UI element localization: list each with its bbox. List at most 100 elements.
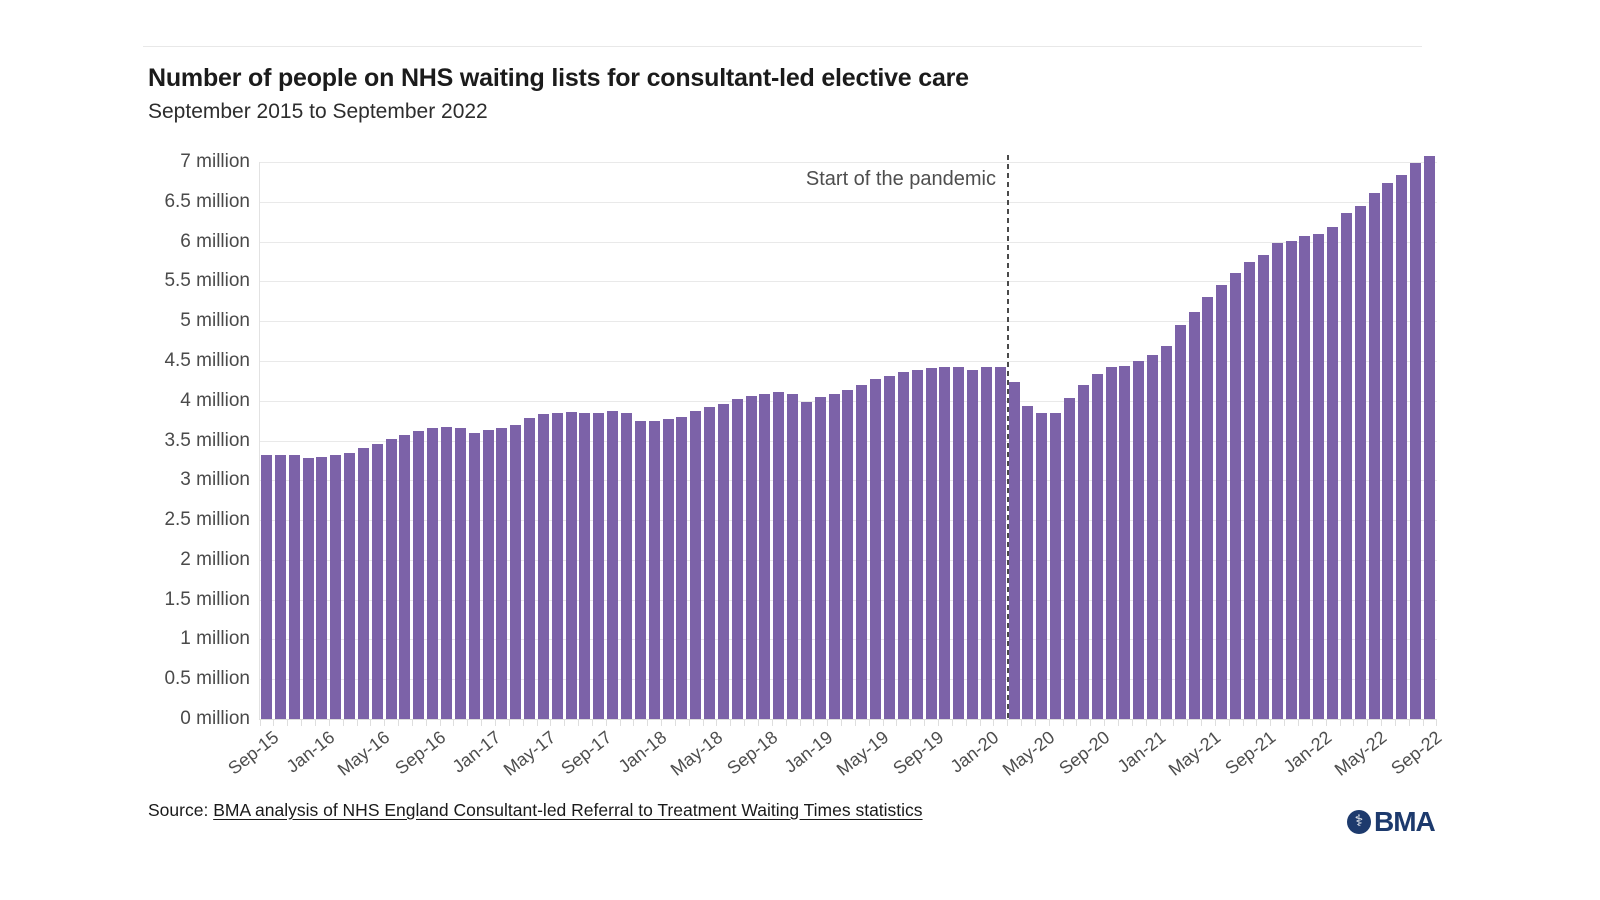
x-axis-tick-label: Jan-16: [282, 727, 339, 777]
bar-Jan-18: [648, 420, 660, 719]
bar-Jun-18: [717, 403, 729, 719]
x-axis-tick: [854, 719, 856, 726]
bar-Sep-15: [261, 454, 272, 719]
x-axis-tick: [1311, 719, 1313, 726]
x-axis-tick: [1173, 719, 1175, 726]
gridline: [259, 201, 1437, 203]
x-axis-tick: [259, 719, 261, 726]
bar-Jul-17: [565, 411, 577, 719]
bar-Jan-16: [316, 457, 328, 719]
x-axis-tick: [1228, 719, 1230, 726]
x-axis-tick: [564, 719, 566, 726]
x-axis-tick-label: May-17: [500, 727, 560, 780]
x-axis-tick: [1408, 719, 1410, 726]
bar-Nov-18: [787, 393, 799, 719]
gridline: [259, 162, 1437, 163]
source-prefix: Source:: [148, 800, 214, 820]
bar-Aug-17: [579, 412, 591, 719]
x-axis-tick-label: Sep-20: [1055, 727, 1114, 779]
bar-May-17: [537, 414, 549, 719]
x-axis-tick: [1090, 719, 1092, 726]
bar-Jan-20: [980, 367, 992, 719]
bar-Jul-22: [1396, 174, 1408, 719]
x-axis-tick-label: May-19: [832, 727, 892, 780]
x-axis-tick: [771, 719, 773, 726]
bar-Sep-21: [1257, 255, 1269, 719]
bar-Nov-19: [953, 367, 965, 719]
x-axis-tick: [1270, 719, 1272, 726]
x-axis-tick-label: Sep-19: [889, 727, 948, 779]
x-axis-tick: [1325, 719, 1327, 726]
bar-Sep-19: [925, 368, 937, 719]
x-axis-tick: [799, 719, 801, 726]
y-axis-tick-label: 7 million: [180, 151, 250, 172]
bar-Jun-19: [884, 376, 896, 719]
x-axis-tick: [979, 719, 981, 726]
x-axis-tick: [356, 719, 358, 726]
y-axis-tick-label: 4 million: [180, 389, 250, 411]
bar-Feb-21: [1160, 345, 1172, 719]
x-axis-tick: [370, 719, 372, 726]
bar-Aug-21: [1243, 262, 1255, 719]
source-link[interactable]: BMA analysis of NHS England Consultant-l…: [213, 800, 923, 820]
bar-Sep-18: [759, 394, 771, 719]
bar-Jun-21: [1216, 285, 1228, 719]
bar-Oct-20: [1105, 366, 1117, 719]
bar-Jun-17: [551, 412, 563, 719]
bar-Jun-22: [1382, 183, 1394, 719]
x-axis-tick: [716, 719, 718, 726]
x-axis-tick: [1021, 719, 1023, 726]
x-axis-tick: [633, 719, 635, 726]
bar-Mar-18: [676, 416, 688, 719]
x-axis-tick: [1242, 719, 1244, 726]
x-axis-tick: [1297, 719, 1299, 726]
bma-emblem-icon: ⚕: [1347, 810, 1371, 834]
y-axis-tick-label: 5 million: [180, 310, 250, 332]
bar-Jan-22: [1313, 233, 1325, 719]
bar-Apr-21: [1188, 311, 1200, 719]
bar-Aug-22: [1410, 162, 1422, 719]
x-axis-tick: [924, 719, 926, 726]
x-axis-tick: [785, 719, 787, 726]
bar-Mar-17: [510, 425, 522, 719]
y-axis-tick-label: 4.5 million: [164, 349, 250, 371]
x-axis-tick: [688, 719, 690, 726]
bar-Sep-16: [427, 427, 439, 719]
x-axis-tick: [993, 719, 995, 726]
bar-chart-plot-area: 7 million 6.5 million 6 million 5.5 million…: [164, 151, 1445, 780]
y-axis-tick-label: 6 million: [180, 230, 250, 252]
bar-Dec-18: [800, 401, 812, 719]
x-axis-tick-label: Jan-18: [614, 727, 671, 777]
pandemic-dashed-line: [1007, 155, 1010, 719]
bar-Nov-15: [288, 454, 300, 719]
x-axis-tick: [661, 719, 663, 726]
y-axis-line: [259, 162, 260, 719]
bar-Jun-20: [1050, 412, 1062, 719]
x-axis-tick: [1256, 719, 1258, 726]
x-axis-tick: [605, 719, 607, 726]
x-axis-tick: [1436, 719, 1438, 726]
bar-Apr-19: [856, 384, 868, 719]
bar-May-20: [1036, 413, 1048, 719]
pandemic-annotation: Start of the pandemic: [805, 168, 996, 190]
bar-Jul-19: [897, 372, 909, 719]
bar-Dec-16: [468, 433, 480, 719]
bar-Nov-21: [1285, 240, 1297, 719]
bar-Jul-16: [399, 434, 411, 719]
x-axis-tick: [453, 719, 455, 726]
bar-Jun-16: [385, 438, 397, 719]
y-axis-tick-label: 2 million: [180, 548, 250, 570]
x-axis-tick-label: May-21: [1164, 727, 1225, 780]
x-axis-tick-label: May-22: [1330, 727, 1391, 780]
bar-Feb-16: [330, 454, 342, 719]
x-axis-tick: [411, 719, 413, 726]
x-axis-tick: [938, 719, 939, 726]
x-axis-tick: [1339, 719, 1341, 726]
x-axis-tick: [841, 719, 843, 726]
x-axis-tick: [508, 719, 510, 726]
x-axis-tick: [910, 719, 912, 726]
bar-Mar-19: [842, 390, 854, 719]
x-axis-tick-label: Jan-21: [1113, 727, 1169, 777]
x-axis-tick: [1145, 719, 1147, 726]
x-axis-tick: [1284, 719, 1286, 726]
